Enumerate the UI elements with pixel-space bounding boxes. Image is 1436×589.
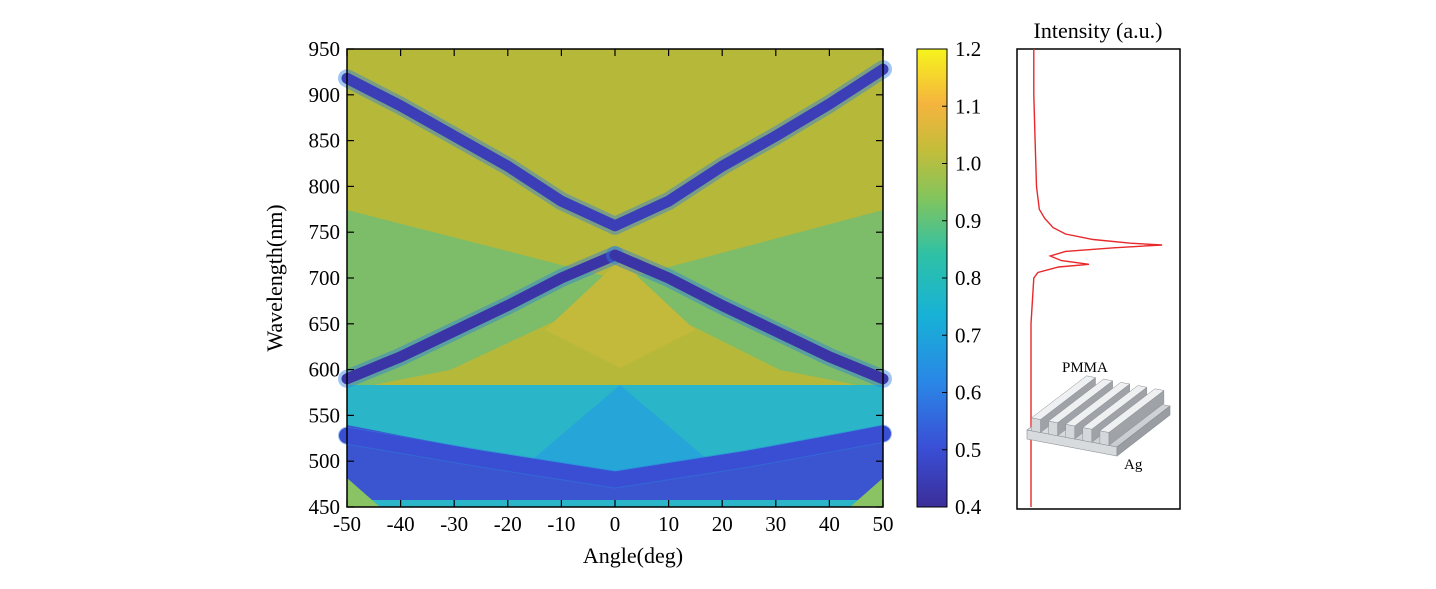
y-tick-label: 850 (309, 129, 341, 153)
x-tick-label: -30 (440, 512, 468, 536)
y-tick-label: 700 (309, 266, 341, 290)
x-tick-label: 0 (610, 512, 621, 536)
y-tick-label: 750 (309, 220, 341, 244)
x-tick-label: -40 (387, 512, 415, 536)
heatmap-region-center-diamond (545, 260, 695, 368)
x-tick-label: 40 (819, 512, 840, 536)
substrate-side-face (1116, 405, 1171, 457)
ridge-top (1065, 382, 1131, 427)
ridge-front (1048, 420, 1058, 437)
intensity-panel: Intensity (a.u.) PMMA Ag (1016, 18, 1181, 510)
ridge-top (1030, 375, 1097, 420)
ridge-top (1099, 388, 1165, 433)
grating-structure-icon: PMMA Ag (1026, 360, 1171, 473)
colorbar: 0.4 0.5 0.6 0.7 0.8 0.9 1.0 1.1 1.2 (916, 37, 982, 519)
ridge-front (1099, 430, 1110, 446)
x-tick-label: 30 (765, 512, 786, 536)
y-tick-label: 950 (309, 37, 341, 61)
x-tick-label: -10 (547, 512, 575, 536)
colorbar-tick-label: 0.6 (955, 381, 981, 405)
colorbar-ticks: 0.4 0.5 0.6 0.7 0.8 0.9 1.0 1.1 1.2 (942, 37, 982, 519)
ridge-front (1082, 427, 1093, 443)
x-tick-label: 50 (873, 512, 894, 536)
y-tick-label: 500 (309, 449, 341, 473)
x-tick-label: 20 (712, 512, 733, 536)
heatmap-region-lower-center (520, 385, 720, 480)
colorbar-tick-label: 1.0 (955, 152, 981, 176)
heatmap-panel: -50 -40 -30 -20 -10 0 10 20 30 40 50 450 500 550 600 6… (262, 37, 894, 568)
x-tick-label: -50 (333, 512, 361, 536)
y-tick-label: 650 (309, 312, 341, 336)
heatmap-region-corner-right (850, 478, 883, 507)
y-tick-label: 900 (309, 83, 341, 107)
band-2 (341, 249, 621, 385)
colorbar-tick-label: 0.9 (955, 209, 981, 233)
ridge-front (1065, 424, 1075, 440)
intensity-series-line (1030, 49, 1163, 507)
heatmap-y-ticks: 450 500 550 600 650 700 750 800 850 900 950 (309, 37, 883, 519)
heatmap-region-bottom-dark (347, 425, 883, 500)
heatmap-x-ticks: -50 -40 -30 -20 -10 0 10 20 30 40 50 (333, 49, 894, 536)
colorbar-tick-label: 1.1 (955, 94, 981, 118)
y-tick-label: 450 (309, 495, 341, 519)
band-3 (609, 249, 889, 385)
colorbar-tick-label: 0.4 (955, 495, 982, 519)
inset-label-pmma: PMMA (1062, 360, 1108, 376)
band-layer (338, 60, 892, 489)
ridge-top (1048, 378, 1114, 424)
inset-label-ag: Ag (1124, 457, 1143, 473)
colorbar-tick-label: 0.7 (955, 323, 981, 347)
ridge-front (1031, 417, 1041, 433)
y-axis-label: Wavelength(nm) (262, 204, 287, 351)
band-4 (339, 425, 891, 488)
y-tick-label: 800 (309, 174, 341, 198)
colorbar-tick-label: 0.8 (955, 266, 981, 290)
ridge-top (1082, 385, 1148, 430)
y-tick-label: 600 (309, 358, 341, 382)
y-tick-label: 550 (309, 403, 341, 427)
intensity-title: Intensity (a.u.) (1034, 18, 1163, 43)
grating-ridges (1030, 375, 1165, 446)
colorbar-tick-label: 0.5 (955, 438, 981, 462)
x-axis-label: Angle(deg) (583, 543, 683, 568)
heatmap-region-corner-left (347, 478, 380, 507)
colorbar-tick-label: 1.2 (955, 37, 981, 61)
x-tick-label: -20 (494, 512, 522, 536)
heatmap-area (338, 49, 892, 507)
x-tick-label: 10 (658, 512, 679, 536)
band-1 (341, 63, 889, 232)
